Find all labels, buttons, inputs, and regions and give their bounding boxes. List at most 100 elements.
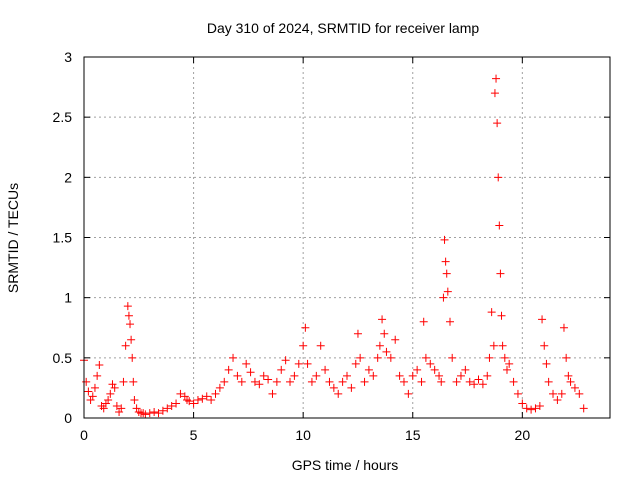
data-point [419,317,428,326]
data-point [316,341,325,350]
data-point [272,377,281,386]
data-point [426,359,435,368]
data-point [531,404,540,413]
data-point [474,375,483,384]
data-point [382,347,391,356]
data-point [172,399,181,408]
data-point [559,323,568,332]
data-point [538,315,547,324]
data-point [575,389,584,398]
y-tick-label: 0 [64,410,72,426]
data-point [126,320,135,329]
data-point [167,401,176,410]
data-point [224,365,233,374]
data-point [375,341,384,350]
data-point [347,383,356,392]
data-point [395,371,404,380]
data-point [373,353,382,362]
data-point [108,380,117,389]
data-point [233,371,242,380]
data-point [86,395,95,404]
grid [84,57,610,418]
data-point [325,377,334,386]
data-point [435,371,444,380]
data-point [404,389,413,398]
data-point [268,389,277,398]
data-point [421,353,430,362]
data-point [408,371,417,380]
x-tick-label: 5 [190,427,198,443]
data-point [448,353,457,362]
data-point [494,173,503,182]
data-point [489,341,498,350]
data-point [485,353,494,362]
data-point [127,335,136,344]
data-point [207,395,216,404]
data-point [189,399,198,408]
data-point [487,308,496,317]
data-point [566,377,575,386]
data-point [115,407,124,416]
data-point [498,341,507,350]
data-point [452,377,461,386]
data-point [500,353,509,362]
data-point [158,406,167,415]
data-point [497,311,506,320]
data-point [535,401,544,410]
data-point [364,365,373,374]
data-point [130,395,139,404]
data-point [456,371,465,380]
data-point [277,365,286,374]
data-point [132,404,141,413]
data-point [110,383,119,392]
data-point [430,365,439,374]
data-point [220,377,229,386]
data-point [483,371,492,380]
y-axis-label: SRMTID / TECUs [5,183,21,293]
data-point [334,389,343,398]
data-point [237,377,246,386]
data-point [185,397,194,406]
data-point [193,395,202,404]
data-point [351,359,360,368]
data-point [509,377,518,386]
data-point [369,371,378,380]
data-point [246,368,255,377]
data-point [259,371,268,380]
data-point [564,371,573,380]
data-point [413,365,422,374]
data-point [99,404,108,413]
data-point [353,329,362,338]
data-point [465,377,474,386]
data-point [502,365,511,374]
data-point [579,404,588,413]
data-point [145,409,154,418]
data-point [570,383,579,392]
data-point [307,377,316,386]
data-point [496,269,505,278]
data-point [242,359,251,368]
data-point [495,221,504,230]
data-point [88,392,97,401]
data-point [183,395,192,404]
data-point [441,257,450,266]
data-point [211,389,220,398]
data-point [527,405,536,414]
ticks: 0 5 10 15 20 0 0.5 1 1.5 2 2.5 3 [53,49,610,443]
data-point [321,365,330,374]
data-point [505,359,514,368]
data-point [198,394,207,403]
data-point [255,380,264,389]
data-point [301,323,310,332]
data-point [95,361,104,370]
data-point [215,383,224,392]
data-point [442,269,451,278]
y-tick-label: 1 [64,290,72,306]
data-point [286,377,295,386]
data-point [121,341,130,350]
data-point [478,380,487,389]
data-point [493,119,502,128]
x-tick-label: 10 [295,427,311,443]
data-point [540,341,549,350]
data-point [112,401,121,410]
